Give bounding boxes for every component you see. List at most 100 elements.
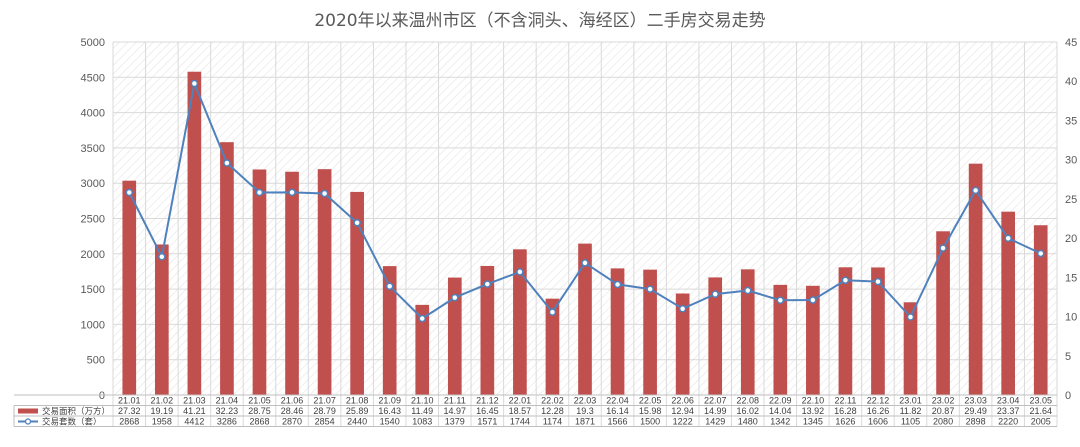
bar — [317, 169, 332, 395]
area-value-cell: 14.97 — [444, 406, 467, 416]
line-point — [776, 296, 785, 305]
count-value-cell: 2854 — [315, 417, 335, 427]
line-point — [320, 189, 329, 198]
area-value-cell: 16.14 — [606, 406, 629, 416]
count-value-cell: 2868 — [119, 417, 139, 427]
y-right-tick-label: 30 — [1065, 155, 1077, 167]
bar — [675, 293, 690, 395]
line-point — [744, 286, 752, 295]
bar — [285, 171, 299, 395]
category-label: 23.04 — [997, 396, 1020, 406]
category-label: 23.03 — [964, 396, 987, 406]
bar — [871, 267, 885, 395]
area-value-cell: 41.21 — [183, 406, 206, 416]
category-label: 22.02 — [541, 396, 564, 406]
y-right-tick-label: 45 — [1065, 37, 1077, 49]
area-value-cell: 16.28 — [834, 406, 857, 416]
count-value-cell: 1626 — [835, 417, 855, 427]
bar — [643, 269, 657, 395]
y-left-tick-label: 0 — [99, 390, 105, 402]
line-point — [516, 268, 524, 276]
area-value-cell: 28.46 — [281, 406, 304, 416]
y-left-tick-label: 5000 — [81, 37, 105, 49]
area-value-cell: 27.32 — [118, 406, 141, 416]
count-value-cell: 2220 — [998, 417, 1018, 427]
count-value-cell: 1566 — [608, 417, 628, 427]
count-value-cell: 1174 — [543, 417, 562, 427]
line-point — [939, 244, 947, 252]
line-point — [646, 285, 654, 293]
category-label: 21.12 — [476, 396, 499, 406]
area-value-cell: 28.79 — [313, 406, 336, 416]
area-value-cell: 28.75 — [248, 406, 271, 416]
area-value-cell: 32.23 — [216, 406, 239, 416]
count-value-cell: 1480 — [738, 417, 758, 427]
table-layer: 21.01 21.02 21.03 21.04 21.05 21.06 21.07 21.08… — [13, 394, 1057, 427]
category-label: 21.09 — [378, 396, 401, 406]
count-value-cell: 2005 — [1031, 417, 1051, 427]
count-value-cell: 2870 — [282, 417, 302, 427]
area-value-cell: 23.37 — [997, 406, 1020, 416]
line-layer — [125, 79, 1045, 323]
line-point — [451, 293, 459, 302]
count-value-cell: 1379 — [445, 417, 465, 427]
area-value-cell: 13.92 — [802, 406, 825, 416]
bar — [968, 163, 983, 395]
count-value-cell: 2868 — [249, 417, 269, 427]
line-point — [1004, 234, 1012, 243]
bar — [122, 180, 137, 395]
line-point — [223, 159, 231, 167]
line-point — [190, 79, 199, 88]
category-label: 21.06 — [281, 396, 304, 406]
bar — [382, 266, 397, 395]
area-value-cell: 29.49 — [964, 406, 987, 416]
bar — [610, 268, 625, 395]
bar — [480, 265, 495, 395]
bar — [740, 269, 755, 395]
line-point — [288, 188, 296, 197]
bar — [350, 191, 364, 395]
count-value-cell: 1345 — [803, 417, 823, 427]
count-value-cell: 1500 — [640, 417, 660, 427]
line-point — [353, 218, 361, 227]
bar — [1001, 211, 1016, 395]
category-label: 22.04 — [606, 396, 629, 406]
y-right-tick-label: 15 — [1065, 272, 1077, 284]
category-label: 22.09 — [769, 396, 792, 406]
category-label: 21.10 — [411, 396, 434, 406]
line-point — [841, 276, 850, 284]
category-label: 21.01 — [118, 396, 141, 406]
line-point — [255, 188, 264, 197]
count-value-cell: 2440 — [347, 417, 367, 427]
area-value-cell: 16.43 — [378, 406, 401, 416]
area-value-cell: 11.49 — [411, 406, 433, 416]
category-label: 22.07 — [704, 396, 727, 406]
y-right-tick-label: 0 — [1065, 390, 1071, 402]
line-point — [548, 308, 557, 316]
line-point — [874, 277, 882, 286]
category-label: 22.06 — [671, 396, 694, 406]
area-value-cell: 25.89 — [346, 406, 369, 416]
bar — [513, 249, 527, 395]
line-point — [385, 282, 394, 291]
count-value-cell: 1606 — [868, 417, 888, 427]
category-label: 21.02 — [151, 396, 174, 406]
bar — [936, 231, 950, 395]
category-label: 21.05 — [248, 396, 271, 406]
category-label: 23.01 — [899, 396, 922, 406]
legend-label-count: 交易套数（套） — [42, 416, 102, 427]
y-left-tick-label: 1000 — [81, 319, 105, 331]
area-value-cell: 20.87 — [932, 406, 955, 416]
line-point — [581, 259, 589, 267]
bar — [187, 71, 202, 396]
legend-label-area: 交易面积（万方） — [42, 406, 110, 417]
y-left-tick-label: 2000 — [81, 249, 105, 261]
line-point — [906, 313, 915, 321]
y-left-tick-label: 4000 — [81, 108, 105, 120]
count-value-cell: 1429 — [705, 417, 725, 427]
count-value-cell: 3286 — [217, 417, 237, 427]
bars-layer — [122, 71, 1048, 396]
count-value-cell: 1342 — [770, 417, 790, 427]
count-value-cell: 1540 — [380, 417, 400, 427]
